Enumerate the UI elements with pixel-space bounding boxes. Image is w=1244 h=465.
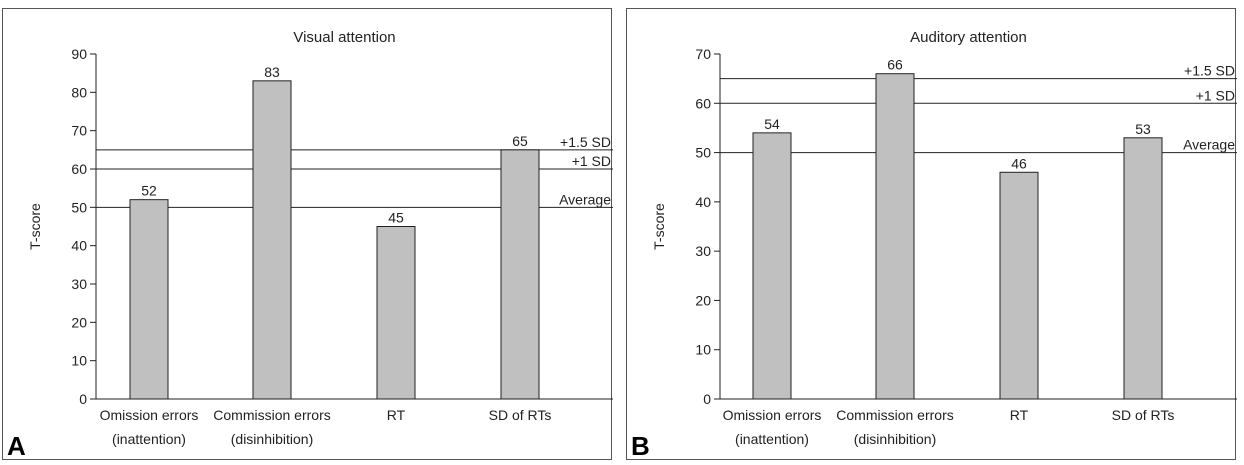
x-category-label: Omission errors xyxy=(723,407,822,423)
y-axis-label: T-score xyxy=(27,203,43,250)
chart-title: Auditory attention xyxy=(910,29,1027,46)
y-tick-label: 50 xyxy=(71,199,87,215)
y-tick-label: 80 xyxy=(71,84,87,100)
y-tick-label: 40 xyxy=(71,238,87,254)
y-tick-label: 20 xyxy=(71,314,87,330)
bar xyxy=(500,149,540,400)
bar-value-label: 53 xyxy=(1135,121,1151,137)
y-tick-label: 40 xyxy=(695,194,711,210)
reference-line-label: +1 SD xyxy=(572,153,611,169)
panel-a-visual-attention: Visual attention T-score 0 10 20 30 40 50 60 70 80… xyxy=(2,8,613,461)
bar xyxy=(875,73,915,400)
y-tick-label: 0 xyxy=(703,391,711,407)
y-tick-label: 10 xyxy=(71,353,87,369)
panel-letter: B xyxy=(631,431,650,461)
y-tick-label: 30 xyxy=(695,243,711,259)
chart-title: Visual attention xyxy=(293,29,395,46)
reference-line-label: Average xyxy=(1183,137,1235,153)
panel-letter: A xyxy=(7,431,26,461)
panel-b-auditory-attention: Auditory attention T-score 0 10 20 30 40 50 60 70… xyxy=(626,8,1237,461)
y-tick-label: 0 xyxy=(79,391,87,407)
bar xyxy=(252,80,292,400)
visual-attention-chart: Visual attention T-score 0 10 20 30 40 50 60 70 80… xyxy=(27,29,613,447)
x-category-label: SD of RTs xyxy=(1112,407,1175,423)
y-tick-label: 90 xyxy=(71,46,87,62)
y-tick-label: 10 xyxy=(695,342,711,358)
bar-value-label: 52 xyxy=(141,183,157,199)
x-category-label: (disinhibition) xyxy=(231,431,313,447)
x-category-label: Commission errors xyxy=(836,407,953,423)
y-tick-label: 60 xyxy=(695,95,711,111)
x-category-label: RT xyxy=(387,407,406,423)
x-category-label: (disinhibition) xyxy=(854,431,936,447)
bar-value-label: 45 xyxy=(388,210,404,226)
y-tick-label: 70 xyxy=(71,123,87,139)
y-tick-label: 30 xyxy=(71,276,87,292)
bar xyxy=(752,132,792,400)
bar-value-label: 83 xyxy=(264,64,280,80)
reference-line-label: Average xyxy=(559,191,611,207)
x-category-label: (inattention) xyxy=(735,431,809,447)
bar-value-label: 46 xyxy=(1011,155,1027,171)
x-category-label: RT xyxy=(1010,407,1029,423)
reference-line-label: +1.5 SD xyxy=(560,134,611,150)
bar-value-label: 54 xyxy=(764,116,780,132)
y-tick-label: 20 xyxy=(695,292,711,308)
y-tick-label: 70 xyxy=(695,46,711,62)
x-category-label: Commission errors xyxy=(213,407,330,423)
x-category-label: Omission errors xyxy=(100,407,199,423)
bar xyxy=(376,226,416,400)
bar-value-label: 65 xyxy=(512,133,528,149)
reference-line-label: +1.5 SD xyxy=(1184,63,1235,79)
bar xyxy=(1123,137,1163,400)
y-tick-label: 50 xyxy=(695,145,711,161)
y-tick-label: 60 xyxy=(71,161,87,177)
x-category-label: SD of RTs xyxy=(489,407,552,423)
bar xyxy=(999,171,1039,400)
reference-line-label: +1 SD xyxy=(1196,87,1235,103)
bar xyxy=(129,199,169,400)
bar-value-label: 66 xyxy=(887,57,903,73)
y-axis-label: T-score xyxy=(651,203,667,250)
x-category-label: (inattention) xyxy=(112,431,186,447)
auditory-attention-chart: Auditory attention T-score 0 10 20 30 40 50 60 70… xyxy=(651,29,1237,447)
